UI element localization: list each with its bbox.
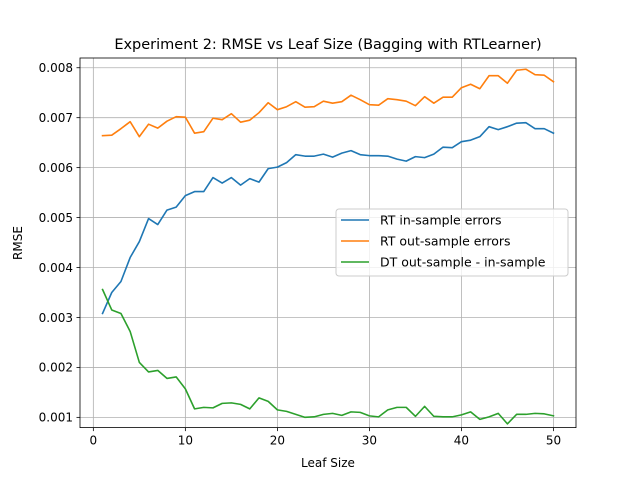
y-tick-label: 0.001: [39, 411, 73, 425]
y-tick-label: 0.002: [39, 361, 73, 375]
legend-label-3: DT out-sample - in-sample: [380, 255, 546, 270]
series-line-2: [101, 68, 555, 138]
legend-label-1: RT in-sample errors: [380, 213, 501, 228]
y-axis: 0.001 0.002 0.003 0.004 0.005 0.006 0.007 0.008: [39, 61, 80, 425]
series-layer: [101, 68, 555, 425]
series-line-3: [101, 288, 555, 425]
y-tick-label: 0.007: [39, 111, 73, 125]
x-axis-label: Leaf Size: [301, 456, 355, 470]
grid-lines: [80, 58, 576, 428]
legend-label-2: RT out-sample errors: [380, 234, 511, 249]
x-tick-label: 20: [270, 434, 285, 448]
legend: RT in-sample errors RT out-sample errors D…: [335, 208, 569, 277]
y-tick-label: 0.006: [39, 161, 73, 175]
chart-title: Experiment 2: RMSE vs Leaf Size (Bagging…: [114, 37, 541, 53]
x-axis: 0 10 20 30 40 50: [90, 427, 561, 448]
y-tick-label: 0.004: [39, 261, 73, 275]
legend-box: [335, 208, 569, 277]
x-tick-label: 10: [178, 434, 193, 448]
x-tick-label: 30: [362, 434, 377, 448]
series-line-1: [101, 121, 555, 315]
y-tick-label: 0.003: [39, 311, 73, 325]
x-tick-label: 40: [454, 434, 469, 448]
plot-frame: [79, 57, 577, 429]
y-tick-label: 0.005: [39, 211, 73, 225]
x-tick-label: 50: [546, 434, 561, 448]
y-axis-label: RMSE: [11, 226, 25, 260]
x-tick-label: 0: [90, 434, 98, 448]
y-tick-label: 0.008: [39, 61, 73, 75]
